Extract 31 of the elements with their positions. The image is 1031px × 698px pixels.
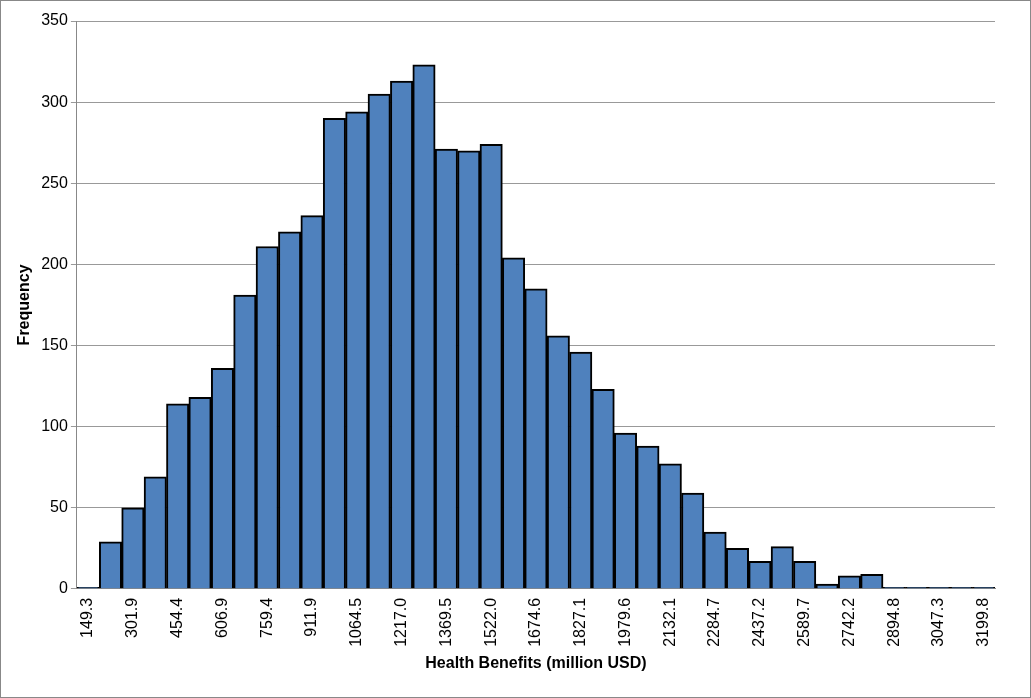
x-tick-label: 301.9 [123, 597, 141, 638]
y-tick-label: 350 [41, 11, 68, 29]
x-tick-label: 1674.6 [526, 597, 544, 647]
x-tick-label: 2742.2 [839, 597, 857, 647]
y-tick-label: 0 [58, 579, 68, 597]
x-tick-label: 1369.5 [436, 597, 454, 647]
x-tick-label: 2894.8 [884, 597, 902, 647]
y-tick-label: 300 [41, 92, 68, 110]
x-axis-title: Health Benefits (million USD) [425, 653, 647, 671]
x-tick-label: 1979.6 [615, 597, 633, 647]
y-axis-title: Frequency [15, 264, 33, 346]
y-tick-label: 200 [41, 254, 68, 272]
y-tick-label: 250 [41, 173, 68, 191]
x-tick-label: 911.9 [302, 597, 320, 637]
x-tick-label: 2437.2 [750, 597, 768, 647]
x-tick-label: 149.3 [78, 597, 96, 638]
x-tick-label: 759.4 [257, 597, 275, 638]
y-tick-label: 50 [50, 498, 68, 516]
x-tick-label: 2589.7 [795, 597, 813, 647]
x-tick-label: 454.4 [168, 597, 186, 638]
x-tick-label: 3199.8 [974, 597, 992, 647]
x-tick-label: 3047.3 [929, 597, 947, 647]
x-tick-label: 1064.5 [347, 597, 365, 647]
x-tick-label: 1522.0 [481, 597, 499, 647]
x-tick-label: 1827.1 [571, 597, 589, 647]
x-tick-label: 606.9 [212, 597, 230, 638]
x-tick-label: 2284.7 [705, 597, 723, 647]
y-tick-label: 150 [41, 335, 68, 353]
y-tick-label: 100 [41, 417, 68, 435]
x-tick-label: 1217.0 [392, 597, 409, 647]
x-tick-label: 2132.1 [660, 597, 678, 647]
